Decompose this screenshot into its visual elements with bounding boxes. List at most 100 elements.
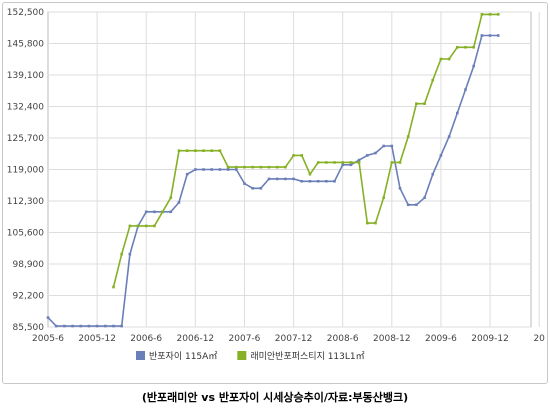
- data-point: [120, 324, 123, 328]
- data-point: [259, 187, 263, 190]
- data-point: [390, 161, 394, 164]
- data-point: [365, 154, 369, 157]
- data-point: [144, 210, 148, 214]
- line-chart: 85,500 92,200 98,900 105,600 112,300 119,000 1…: [7, 8, 545, 362]
- y-tick-label: 152,500: [7, 8, 44, 18]
- data-point: [496, 34, 500, 37]
- y-tick-label: 112,300: [7, 197, 44, 207]
- data-point: [120, 252, 123, 256]
- data-point: [267, 165, 271, 169]
- data-point: [349, 163, 353, 167]
- legend-label-2: 래미안반포퍼스티지 113L1㎡: [250, 351, 364, 362]
- data-point: [284, 165, 287, 169]
- data-point: [177, 201, 181, 204]
- data-point: [153, 210, 156, 214]
- data-point: [308, 179, 312, 183]
- data-point: [349, 161, 353, 164]
- y-tick-label: 119,000: [7, 166, 44, 176]
- data-point: [226, 168, 230, 171]
- data-point: [333, 161, 336, 164]
- data-point: [325, 161, 328, 164]
- y-tick-label: 98,900: [13, 260, 45, 270]
- data-point: [456, 45, 459, 49]
- data-point: [447, 57, 451, 61]
- data-point: [202, 149, 205, 152]
- data-point: [177, 149, 181, 152]
- data-point: [398, 187, 402, 190]
- data-point: [259, 165, 263, 169]
- data-point: [194, 168, 197, 171]
- data-point: [439, 154, 443, 157]
- data-point: [374, 221, 377, 225]
- data-point: [325, 179, 328, 183]
- data-point: [431, 172, 435, 176]
- y-tick-label: 139,100: [7, 71, 44, 81]
- data-point: [316, 179, 320, 183]
- data-point: [251, 187, 254, 190]
- x-tick-label: 2006-12: [177, 334, 215, 344]
- data-point: [439, 57, 443, 61]
- data-point: [267, 177, 271, 181]
- data-point: [464, 45, 467, 49]
- data-point: [112, 324, 115, 328]
- data-point: [54, 324, 58, 328]
- data-point: [234, 168, 238, 171]
- data-point: [357, 158, 361, 162]
- x-tick-label: 2008-12: [373, 334, 411, 344]
- y-tick-label: 92,200: [13, 292, 45, 302]
- data-point: [447, 135, 451, 138]
- data-point: [194, 149, 197, 152]
- data-point: [333, 179, 336, 183]
- data-point: [300, 154, 304, 157]
- data-point: [161, 210, 164, 214]
- x-tick-label: 2009-6: [425, 334, 457, 344]
- data-point: [423, 102, 426, 105]
- data-point: [87, 324, 91, 328]
- series-line-1: [47, 34, 499, 327]
- data-point: [112, 285, 115, 289]
- data-point: [480, 34, 484, 37]
- x-tick-label: 2008-6: [327, 334, 359, 344]
- data-point: [284, 177, 287, 181]
- data-point: [488, 13, 492, 16]
- data-point: [63, 324, 66, 328]
- x-tick-label: 2005-12: [78, 334, 116, 344]
- data-point: [251, 165, 254, 169]
- data-point: [144, 224, 148, 228]
- data-point: [275, 165, 279, 169]
- data-point: [431, 78, 435, 82]
- data-point: [71, 324, 74, 328]
- y-tick-label: 132,400: [7, 103, 44, 113]
- x-tick-label: 20: [533, 334, 545, 344]
- data-point: [185, 149, 189, 152]
- data-point: [292, 154, 295, 157]
- y-tick-label: 125,700: [7, 134, 44, 144]
- data-point: [218, 168, 222, 171]
- data-point: [357, 161, 361, 164]
- data-point: [136, 224, 140, 228]
- data-point: [341, 161, 345, 164]
- y-tick-label: 85,500: [13, 323, 45, 333]
- data-point: [300, 179, 304, 183]
- x-tick-label: 2007-12: [275, 334, 313, 344]
- data-point: [472, 45, 475, 49]
- data-point: [234, 165, 238, 169]
- y-tick-label: 145,800: [7, 40, 44, 50]
- legend-label-1: 반포자이 115A㎡: [149, 351, 217, 362]
- legend-swatch-1: [136, 351, 145, 360]
- data-point: [210, 168, 214, 171]
- data-point: [169, 210, 173, 214]
- data-point: [153, 224, 156, 228]
- data-point: [382, 144, 385, 148]
- data-point: [95, 324, 99, 328]
- data-point: [341, 163, 345, 167]
- y-tick-label: 105,600: [7, 229, 44, 239]
- legend-swatch-2: [237, 351, 247, 360]
- x-tick-label: 2007-6: [229, 334, 261, 344]
- data-point: [104, 324, 107, 328]
- data-point: [202, 168, 205, 171]
- data-point: [210, 149, 214, 152]
- data-point: [406, 135, 410, 138]
- chart-caption: (반포래미안 vs 반포자이 시세상승추이/자료:부동산뱅크): [141, 391, 409, 404]
- data-point: [415, 102, 418, 105]
